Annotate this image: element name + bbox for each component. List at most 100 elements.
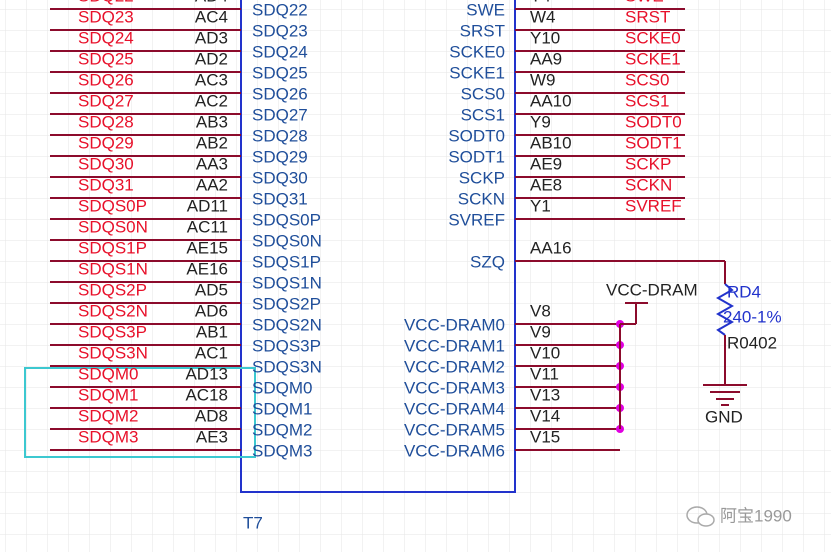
pin-name: SDQS0P	[252, 210, 321, 229]
pin-number: AC18	[185, 385, 228, 404]
pin-name: SODT0	[448, 126, 505, 145]
pin-name: SDQ24	[252, 42, 308, 61]
pin-name: SODT1	[448, 147, 505, 166]
pin-name: SDQ22	[252, 0, 308, 19]
pin-name: SCKN	[458, 189, 505, 208]
component-body	[240, 0, 516, 493]
pin-name: VCC-DRAM3	[404, 378, 505, 397]
net-label: SDQ25	[78, 49, 134, 68]
pin-name: SCKP	[459, 168, 505, 187]
pin-name: SCKE0	[449, 42, 505, 61]
pin-number: AB3	[196, 112, 228, 131]
net-label: SCKN	[625, 175, 672, 194]
pin-name: VCC-DRAM1	[404, 336, 505, 355]
pin-name: SCS0	[461, 84, 505, 103]
power-label: VCC-DRAM	[606, 280, 698, 299]
pin-number: AE9	[530, 154, 562, 173]
net-label: SCKP	[625, 154, 671, 173]
pin-name: SDQS2N	[252, 315, 322, 334]
net-label: SCKE0	[625, 28, 681, 47]
pin-number: V8	[530, 301, 551, 320]
pin-name: SCKE1	[449, 63, 505, 82]
pin-name: VCC-DRAM6	[404, 441, 505, 460]
net-label: SRST	[625, 7, 670, 26]
net-label: SDQM2	[78, 406, 138, 425]
watermark: 阿宝1990	[720, 506, 792, 525]
net-label: SDQ26	[78, 70, 134, 89]
pin-number: V15	[530, 427, 560, 446]
pin-number: AC11	[187, 217, 228, 236]
pin-number: AD4	[195, 0, 228, 5]
pin-name: SDQS2P	[252, 294, 321, 313]
pin-number: AA3	[196, 154, 228, 173]
pin-name: VCC-DRAM2	[404, 357, 505, 376]
designator: T7	[243, 513, 263, 532]
pin-name: SDQS3N	[252, 357, 322, 376]
watermark-icon	[686, 506, 715, 527]
net-label: SDQ30	[78, 154, 134, 173]
pin-name: VCC-DRAM4	[404, 399, 505, 418]
pin-name: SDQM3	[252, 441, 312, 460]
net-label: SVREF	[625, 196, 682, 215]
pin-number: W4	[530, 7, 556, 26]
pin-number: Y4	[530, 0, 551, 5]
pin-number: AB1	[196, 322, 228, 341]
net-label: SDQ23	[78, 7, 134, 26]
net-label: SDQS1N	[78, 259, 148, 278]
pin-name: SZQ	[470, 252, 505, 271]
pin-number: W9	[530, 70, 556, 89]
resistor-value: 240-1%	[723, 307, 782, 326]
pin-number: AE3	[196, 427, 228, 446]
resistor-designator: RD4	[727, 282, 761, 301]
net-label: SDQS0N	[78, 217, 148, 236]
pin-number: Y10	[530, 28, 560, 47]
pin-name: SDQS3P	[252, 336, 321, 355]
pin-number: AD13	[185, 364, 228, 383]
power-network	[619, 261, 747, 429]
pin-name: SDQS1P	[252, 252, 321, 271]
pin-number: Y9	[530, 112, 551, 131]
net-label: SDQS1P	[78, 238, 147, 257]
pin-name: SCS1	[461, 105, 505, 124]
pin-name: SDQS1N	[252, 273, 322, 292]
net-label: SCKE1	[625, 49, 681, 68]
pin-number: AB2	[196, 133, 228, 152]
pin-number: AE16	[186, 259, 228, 278]
pin-number: AA9	[530, 49, 562, 68]
net-label: SDQM3	[78, 427, 138, 446]
pin-number: AC1	[195, 343, 228, 362]
pin-name: SDQM0	[252, 378, 312, 397]
pin-name: SDQ29	[252, 147, 308, 166]
resistor-footprint: R0402	[727, 333, 777, 352]
pin-number: AD5	[195, 280, 228, 299]
ground-label: GND	[705, 407, 743, 426]
pin-number: AD2	[195, 49, 228, 68]
pin-name: SDQ26	[252, 84, 308, 103]
pin-number: AA16	[530, 238, 572, 257]
pin-name: VCC-DRAM5	[404, 420, 505, 439]
pin-number: AA10	[530, 91, 572, 110]
pin-name: SDQ28	[252, 126, 308, 145]
pin-name: SDQ31	[252, 189, 308, 208]
pin-number: AE15	[186, 238, 228, 257]
pin-number: V9	[530, 322, 551, 341]
net-label: SODT1	[625, 133, 682, 152]
net-label: SDQ28	[78, 112, 134, 131]
net-label: SCS0	[625, 70, 669, 89]
pin-number: V14	[530, 406, 560, 425]
pin-number: AD6	[195, 301, 228, 320]
pin-number: AD8	[195, 406, 228, 425]
pin-number: V11	[530, 364, 559, 383]
pin-name: SDQM1	[252, 399, 312, 418]
net-label: SDQS2N	[78, 301, 148, 320]
net-label: SDQ27	[78, 91, 134, 110]
net-label: SDQM0	[78, 364, 138, 383]
pin-name: SDQ30	[252, 168, 308, 187]
net-label: SDQ24	[78, 28, 134, 47]
pin-name: SWE	[466, 0, 505, 19]
pin-number: V10	[530, 343, 560, 362]
pin-number: AC3	[195, 70, 228, 89]
pin-name: SDQ25	[252, 63, 308, 82]
pin-name: SRST	[460, 21, 505, 40]
